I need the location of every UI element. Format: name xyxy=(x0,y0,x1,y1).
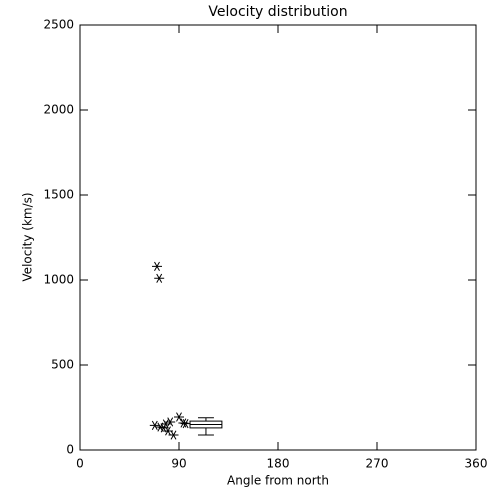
point xyxy=(168,430,179,440)
point xyxy=(165,417,176,427)
x-axis-label: Angle from north xyxy=(227,474,329,488)
chart-title: Velocity distribution xyxy=(208,4,347,20)
box-whisker-high xyxy=(197,417,214,422)
point xyxy=(152,261,162,271)
y-tick-label: 1000 xyxy=(43,273,74,287)
x-tick-label: 180 xyxy=(267,457,290,471)
x-tick-label: 90 xyxy=(171,457,186,471)
point xyxy=(180,419,191,429)
y-tick-label: 2500 xyxy=(43,18,74,32)
x-tick-label: 0 xyxy=(76,457,84,471)
point xyxy=(149,420,160,430)
plot-frame xyxy=(79,24,477,451)
point xyxy=(154,273,165,283)
y-axis-label: Velocity (km/s) xyxy=(21,192,35,281)
y-tick-label: 0 xyxy=(66,443,74,457)
point xyxy=(174,412,184,422)
x-tick-label: 360 xyxy=(465,457,488,471)
y-tick-label: 500 xyxy=(51,358,74,372)
y-tick-label: 1500 xyxy=(43,188,74,202)
y-tick-label: 2000 xyxy=(43,103,74,117)
point xyxy=(178,418,189,428)
x-tick-label: 270 xyxy=(366,457,389,471)
box-whisker-low xyxy=(197,427,214,436)
